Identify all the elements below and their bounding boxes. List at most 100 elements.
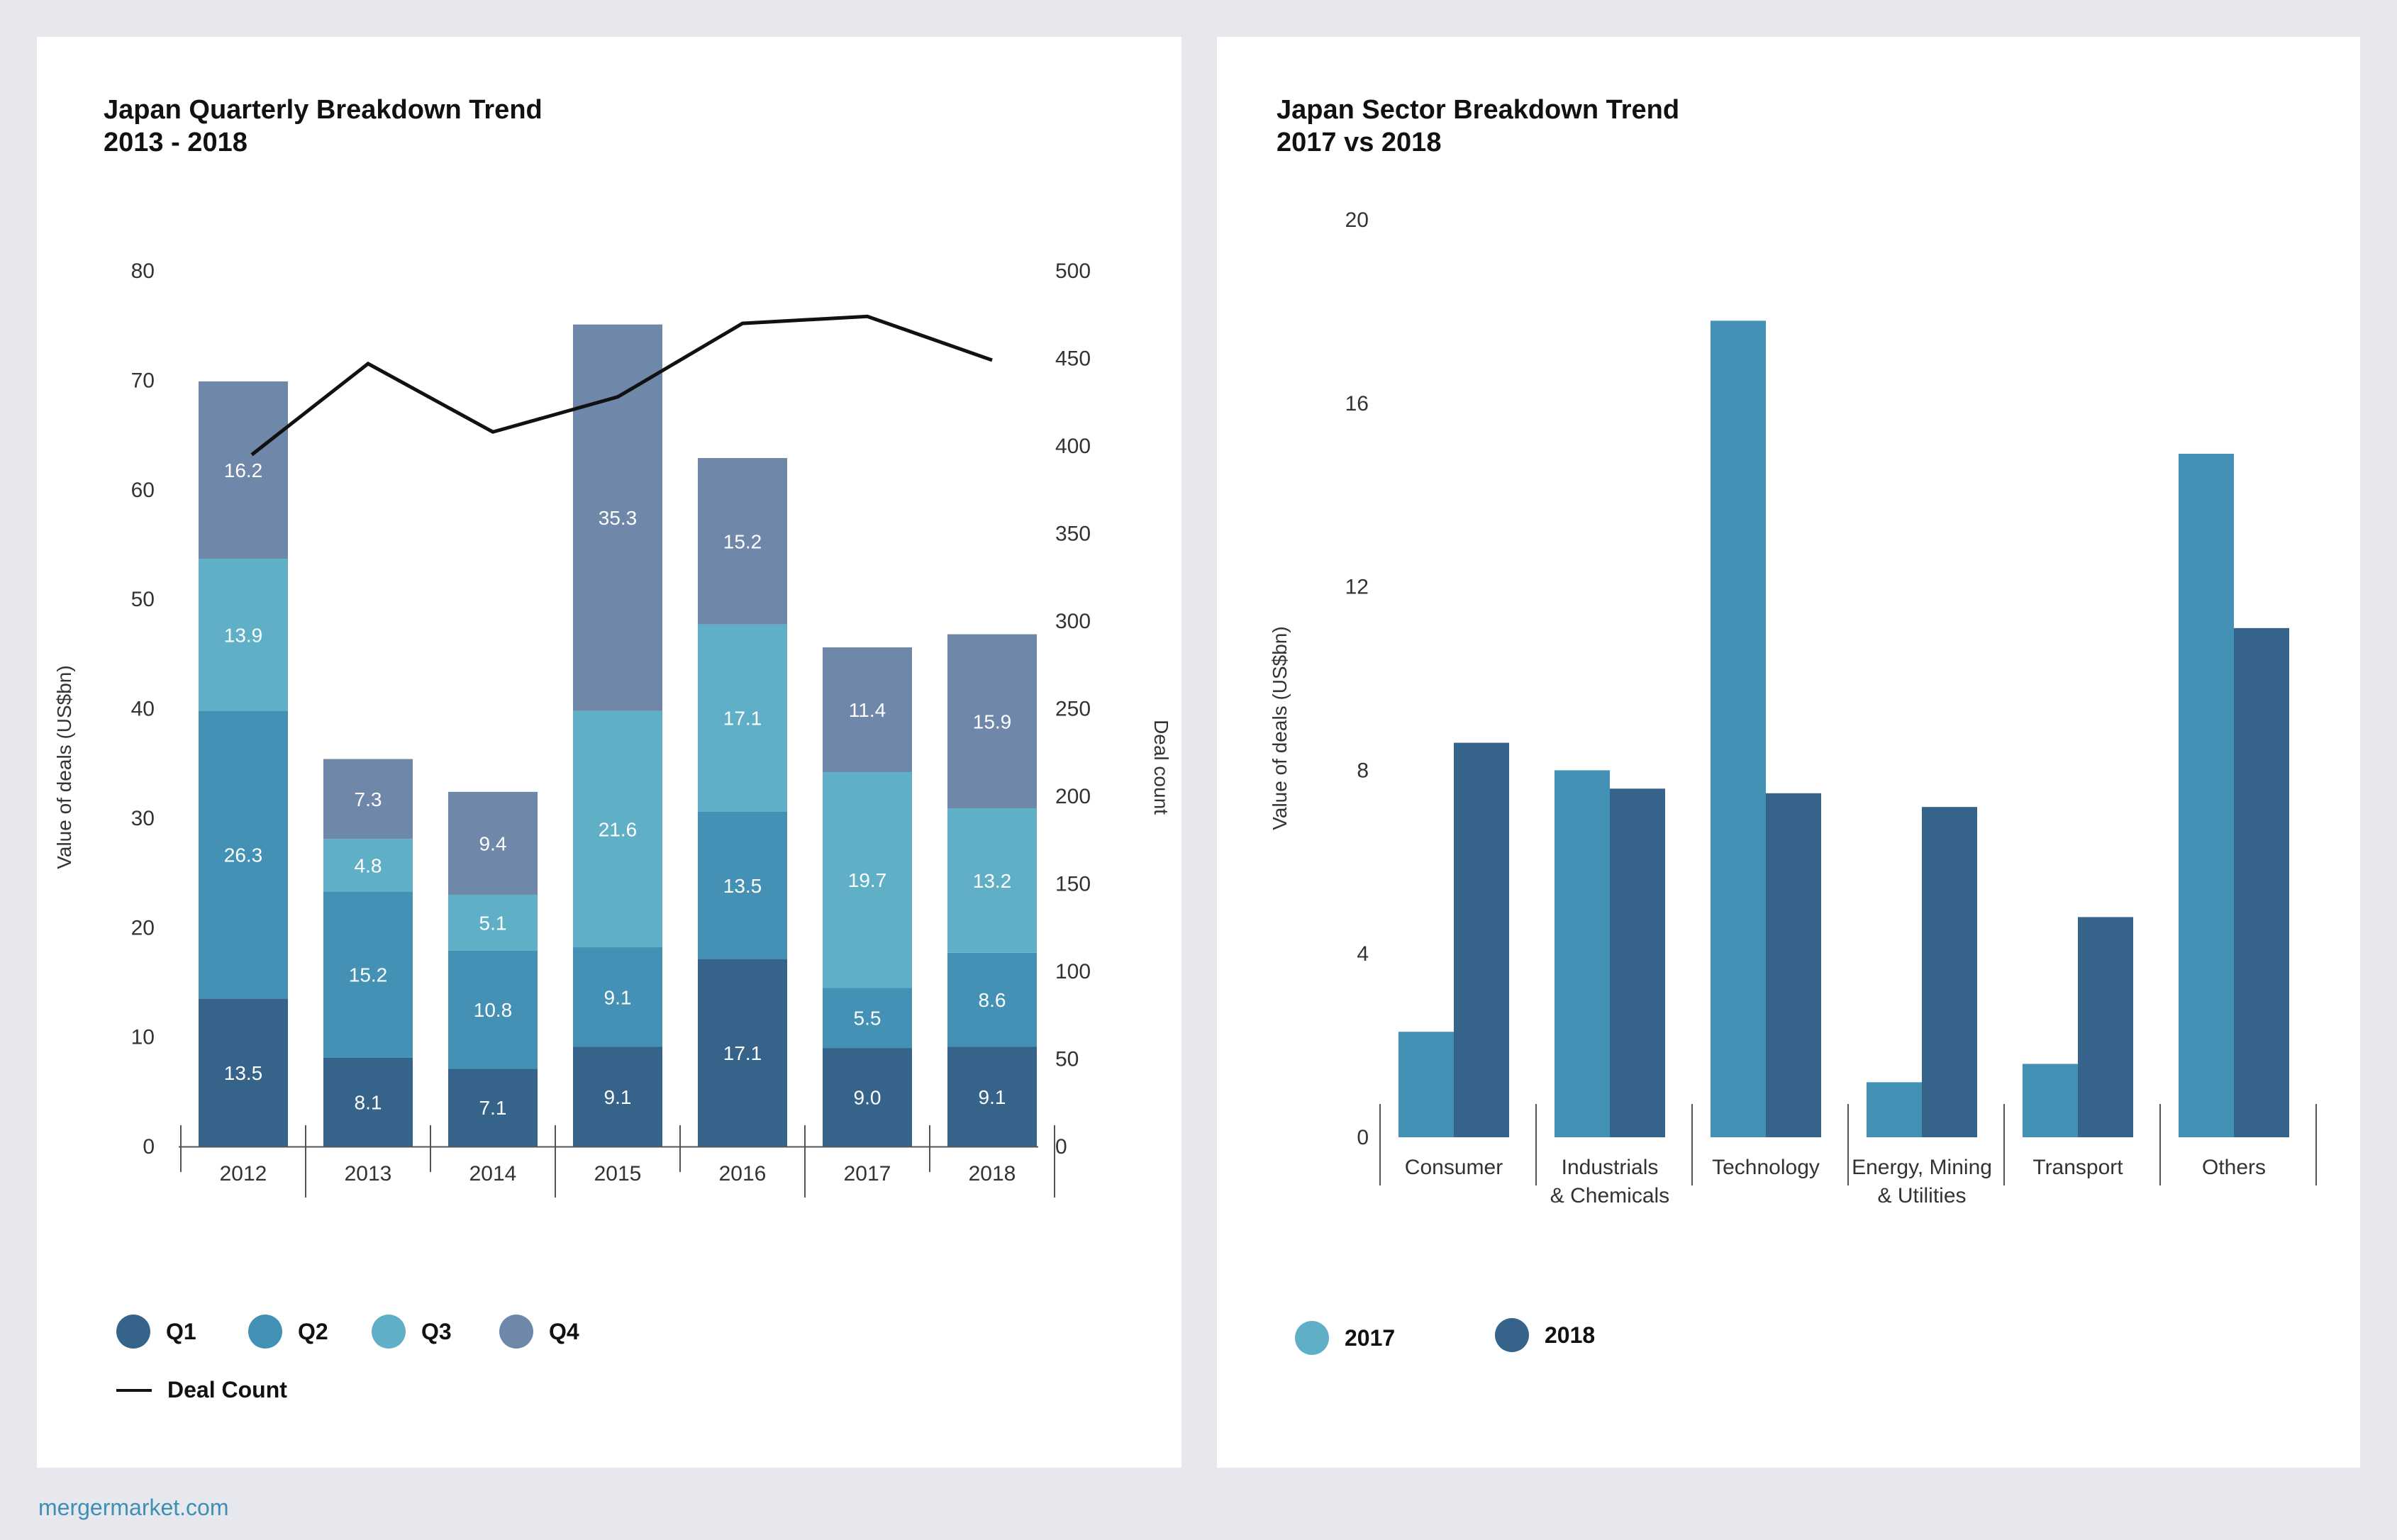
x-tick-label: & Utilities: [1877, 1184, 1966, 1207]
bar-segment-q3-2015: [573, 710, 662, 948]
bar-value-label: 21.6: [599, 818, 638, 840]
bar-value-label: 10.8: [474, 999, 513, 1021]
bar-2017-Others: [2179, 453, 2234, 1137]
x-tick-label-2016: 2016: [719, 1162, 767, 1185]
bar-value-label: 5.5: [854, 1008, 882, 1030]
source-link[interactable]: mergermarket.com: [38, 1495, 229, 1520]
legend-item-q1: Q1: [116, 1315, 196, 1349]
bar-2017-Transport: [2023, 1064, 2078, 1137]
x-tick-label-2012: 2012: [220, 1162, 267, 1185]
sector-grouped-bar-chart: Value of deals (US$bn) 0 4 8 12 16 20 Consumer I…: [1269, 208, 2317, 1207]
bar-segment-q2-2017: [823, 988, 912, 1049]
bar-value-label: 4.8: [355, 854, 382, 876]
legend-label-2018: 2018: [1545, 1322, 1596, 1348]
x-tick-label-2013: 2013: [345, 1162, 392, 1185]
x-tick-label: Transport: [2032, 1156, 2123, 1179]
legend-swatch-2017: [1295, 1321, 1329, 1355]
left-y-tick-label: 80: [131, 260, 155, 283]
y-tick-label: 0: [1357, 1126, 1369, 1149]
bar-segment-q2-2016: [698, 811, 787, 960]
bar-segment-q1-2016: [698, 959, 787, 1146]
right-y-tick-label: 250: [1055, 698, 1091, 721]
legend-item-q4: Q4: [499, 1315, 579, 1349]
left-chart-title-line2: 2013 - 2018: [104, 128, 248, 157]
bar-value-label: 26.3: [224, 844, 263, 866]
left-y-tick-label: 60: [131, 479, 155, 502]
bar-2017-Industrials & Chemicals: [1555, 770, 1610, 1137]
left-chart-title-line1: Japan Quarterly Breakdown Trend: [104, 95, 543, 125]
legend-item-2017: 2017: [1295, 1321, 1395, 1355]
bar-value-label: 9.4: [479, 832, 507, 854]
bar-segment-q2-2014: [448, 950, 538, 1069]
bar-value-label: 11.4: [849, 699, 886, 721]
bar-value-label: 19.7: [848, 869, 887, 891]
legend-label-q3: Q3: [421, 1318, 452, 1344]
legend-swatch-q4: [499, 1315, 533, 1349]
legend-swatch-2018: [1495, 1318, 1529, 1352]
bar-segment-q1-2012: [199, 998, 288, 1146]
legend-item-q3: Q3: [372, 1315, 452, 1349]
x-tick-label: Energy, Mining: [1852, 1156, 1992, 1179]
bar-value-label: 15.2: [349, 964, 388, 986]
bar-value-label: 17.1: [723, 708, 762, 730]
left-y-tick-label: 0: [143, 1135, 155, 1159]
bar-2018-Consumer: [1454, 742, 1509, 1137]
bar-segment-q4-2017: [823, 647, 912, 773]
right-y-tick-label: 500: [1055, 260, 1091, 283]
bar-value-label: 13.2: [973, 870, 1012, 892]
bar-value-label: 17.1: [723, 1042, 762, 1064]
y-tick-label: 8: [1357, 759, 1369, 782]
legend-item-2018: 2018: [1495, 1318, 1595, 1352]
bar-segment-q1-2017: [823, 1048, 912, 1146]
legend-label-2017: 2017: [1345, 1324, 1396, 1351]
y-tick-label: 12: [1345, 576, 1369, 599]
bar-value-label: 9.1: [604, 1086, 632, 1108]
y-tick-label: 20: [1345, 208, 1369, 232]
legend-swatch-deal-count: [116, 1388, 152, 1392]
bar-segment-q1-2018: [947, 1047, 1037, 1146]
bar-2017-Consumer: [1398, 1032, 1454, 1137]
bar-segment-q3-2018: [947, 808, 1037, 953]
bar-2018-Energy, Mining & Utilities: [1922, 807, 1977, 1137]
right-y-tick-label: 200: [1055, 785, 1091, 808]
bar-value-label: 9.1: [979, 1086, 1006, 1108]
left-y-tick-label: 30: [131, 807, 155, 830]
x-tick-label: Technology: [1712, 1156, 1820, 1179]
bar-segment-q2-2015: [573, 947, 662, 1047]
bar-segment-q1-2014: [448, 1068, 538, 1146]
legend-label-q2: Q2: [298, 1318, 328, 1344]
left-chart-title: Japan Quarterly Breakdown Trend 2013 - 2…: [104, 94, 543, 159]
x-tick-label: Consumer: [1405, 1156, 1503, 1179]
deal-count-line: [250, 314, 993, 457]
bar-2017-Energy, Mining & Utilities: [1867, 1082, 1922, 1137]
left-y-tick-label: 70: [131, 369, 155, 392]
bar-segment-q3-2012: [199, 559, 288, 711]
bar-2017-Technology: [1711, 320, 1766, 1138]
x-tick-label-2015: 2015: [594, 1162, 642, 1185]
legend-swatch-q3: [372, 1315, 406, 1349]
bar-value-label: 15.9: [973, 710, 1012, 732]
left-y-tick-label: 50: [131, 588, 155, 611]
left-y-tick-label: 10: [131, 1026, 155, 1049]
legend-label-deal-count: Deal Count: [167, 1377, 287, 1402]
bar-value-label: 13.5: [723, 875, 762, 897]
bar-value-label: 5.1: [479, 912, 507, 934]
x-tick-label: Industrials: [1562, 1156, 1659, 1179]
bar-2018-Technology: [1766, 793, 1821, 1137]
legend-label-q4: Q4: [549, 1318, 579, 1344]
right-y-tick-label: 0: [1055, 1135, 1067, 1159]
y-axis-label: Value of deals (US$bn): [1269, 626, 1291, 830]
bar-value-label: 8.6: [979, 989, 1006, 1011]
bar-value-label: 9.1: [604, 986, 632, 1008]
bar-segment-q2-2012: [199, 710, 288, 999]
bar-2018-Others: [2234, 627, 2289, 1137]
x-tick-label: & Chemicals: [1550, 1184, 1669, 1207]
y-tick-label: 16: [1345, 392, 1369, 415]
right-y-tick-label: 50: [1055, 1048, 1079, 1071]
legend-label-q1: Q1: [166, 1318, 196, 1344]
bar-segment-q4-2018: [947, 634, 1037, 808]
right-y-tick-label: 100: [1055, 960, 1091, 983]
left-y-axis-label: Value of deals (US$bn): [53, 665, 75, 869]
bar-segment-q2-2018: [947, 952, 1037, 1047]
bar-segment-q4-2016: [698, 457, 787, 625]
